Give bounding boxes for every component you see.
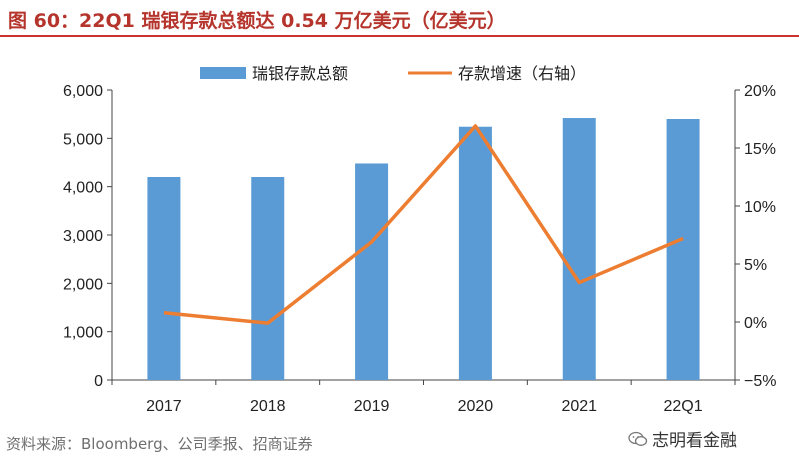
- legend-bar-swatch: [200, 67, 246, 79]
- x-tick-label: 2019: [354, 398, 390, 415]
- legend: 瑞银存款总额 存款增速（右轴）: [200, 65, 586, 83]
- x-tick-label: 2021: [561, 398, 597, 415]
- left-tick-label: 0: [94, 373, 103, 390]
- legend-line-label: 存款增速（右轴）: [458, 65, 586, 83]
- bar-2019: [355, 163, 389, 380]
- right-tick-label: −5%: [744, 373, 776, 390]
- right-tick-label: 0%: [744, 315, 767, 332]
- watermark: 志明看金融: [628, 426, 737, 451]
- bar-2020: [458, 126, 492, 380]
- x-tick-label: 2018: [250, 398, 286, 415]
- right-tick-label: 10%: [744, 199, 776, 216]
- legend-bar-label: 瑞银存款总额: [252, 65, 348, 83]
- right-tick-label: 5%: [744, 257, 767, 274]
- left-tick-label: 5,000: [63, 131, 103, 148]
- left-tick-label: 4,000: [63, 180, 103, 197]
- wechat-icon: [628, 431, 648, 446]
- bar-22Q1: [666, 119, 700, 380]
- title-divider: [0, 35, 799, 37]
- x-tick-label: 2020: [458, 398, 494, 415]
- bar-2021: [562, 118, 596, 381]
- axes: 0 1,000 2,000 3,000 4,000 5,000 6,000 −5% 0% 5% 10…: [63, 83, 777, 415]
- growth-line: [163, 124, 684, 325]
- source-note: 资料来源：Bloomberg、公司季报、招商证券: [6, 435, 313, 453]
- left-tick-label: 3,000: [63, 228, 103, 245]
- left-tick-label: 2,000: [63, 276, 103, 293]
- left-tick-label: 6,000: [63, 83, 103, 100]
- bar-2017: [147, 177, 181, 380]
- right-tick-label: 15%: [744, 141, 776, 158]
- x-tick-label: 22Q1: [664, 398, 703, 415]
- left-tick-label: 1,000: [63, 325, 103, 342]
- right-tick-label: 20%: [744, 83, 776, 100]
- chart-title: 图 60：22Q1 瑞银存款总额达 0.54 万亿美元（亿美元）: [8, 10, 506, 32]
- x-tick-label: 2017: [146, 398, 182, 415]
- growth-line-path: [163, 124, 684, 325]
- bar-2018: [251, 177, 285, 380]
- watermark-label: 志明看金融: [652, 431, 737, 451]
- bars: [147, 118, 700, 381]
- chart: 瑞银存款总额 存款增速（右轴） 0 1,000 2,000 3,000 4,000 5,0…: [63, 65, 777, 415]
